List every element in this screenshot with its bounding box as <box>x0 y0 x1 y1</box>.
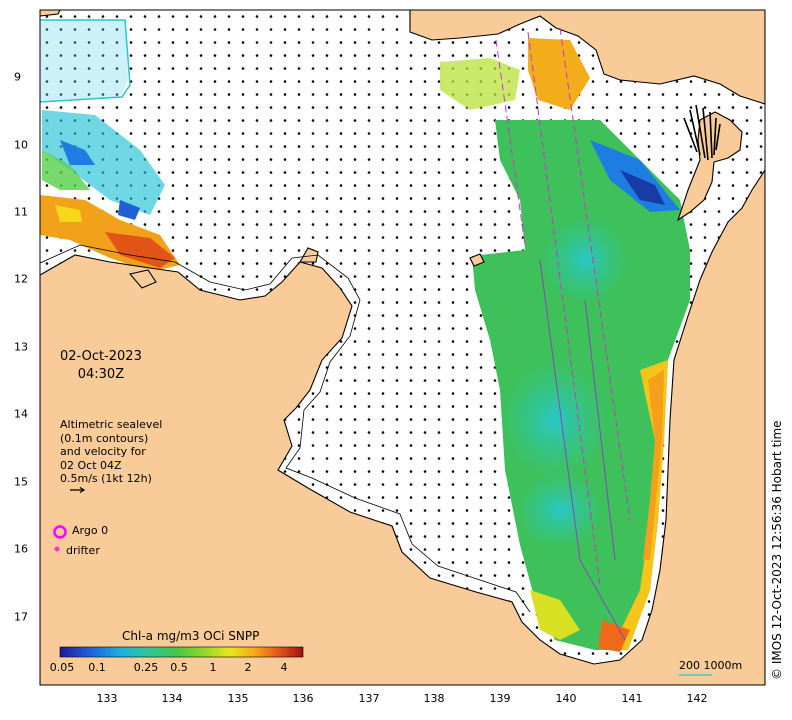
drifter-label: drifter <box>66 544 100 557</box>
y-tick-label: 16 <box>14 542 28 556</box>
x-tick-label: 138 <box>423 692 445 705</box>
legend-line: (0.1m contours) <box>60 431 149 445</box>
argo-label: Argo 0 <box>72 524 109 537</box>
legend-line: 02 Oct 04Z <box>60 458 122 472</box>
argo-tracks <box>495 27 631 586</box>
velocity-scale-arrow-icon <box>70 486 86 494</box>
legend-line: and velocity for <box>60 445 146 458</box>
land <box>40 10 765 685</box>
x-tick-label: 139 <box>489 692 511 705</box>
colorbar-tick: 0.25 <box>133 661 159 674</box>
y-tick-label: 12 <box>14 272 28 286</box>
legend-line: 0.5m/s (1kt 12h) <box>60 472 152 485</box>
x-tick-label: 141 <box>621 692 643 705</box>
time-text: 04:30Z <box>77 367 125 382</box>
colorbar-tick: 0.1 <box>88 661 106 674</box>
map-body <box>40 10 765 685</box>
x-tick-label: 142 <box>686 692 708 705</box>
colorbar-tick: 1 <box>209 661 217 674</box>
x-tick-label: 137 <box>358 692 380 705</box>
drifter-tracks <box>539 259 626 641</box>
date-time-label: 02-Oct-2023 04:30Z <box>60 348 142 384</box>
colorbar <box>59 646 304 658</box>
colorbar-tick: 2 <box>244 661 252 674</box>
colorbar-tick: 4 <box>280 661 288 674</box>
y-tick-label: 13 <box>14 340 28 354</box>
colorbar-title: Chl-a mg/m3 OCi SNPP <box>122 629 260 643</box>
credit-text: © IMOS 12-Oct-2023 12:56:36 Hobart time <box>770 420 784 680</box>
x-tick-label: 135 <box>227 692 249 705</box>
map-frame <box>39 9 766 686</box>
y-tick-label: 15 <box>14 475 28 489</box>
y-tick-label: 17 <box>14 610 28 624</box>
scale-bar-label: 200 1000m <box>679 659 743 672</box>
y-tick-label: 11 <box>14 205 28 219</box>
nw-chlorophyll <box>40 19 180 272</box>
legend-line: Altimetric sealevel <box>60 418 163 431</box>
x-tick-label: 136 <box>292 692 314 705</box>
y-tick-label: 14 <box>14 407 28 421</box>
colorbar-tick: 0.5 <box>170 661 188 674</box>
coast-contour <box>40 244 531 613</box>
gulf-chlorophyll <box>440 38 690 652</box>
x-tick-label: 140 <box>555 692 577 705</box>
y-tick-label: 9 <box>14 70 21 84</box>
x-tick-label: 133 <box>96 692 118 705</box>
x-tick-label: 134 <box>161 692 183 705</box>
argo-marker-icon <box>53 525 67 539</box>
velocity-legend: Altimetric sealevel (0.1m contours) and … <box>60 418 162 486</box>
date-text: 02-Oct-2023 <box>60 349 142 364</box>
strong-current-cluster <box>683 104 721 161</box>
colorbar-tick: 0.05 <box>49 661 75 674</box>
drifter-marker-icon <box>54 546 60 552</box>
y-tick-label: 10 <box>14 138 28 152</box>
